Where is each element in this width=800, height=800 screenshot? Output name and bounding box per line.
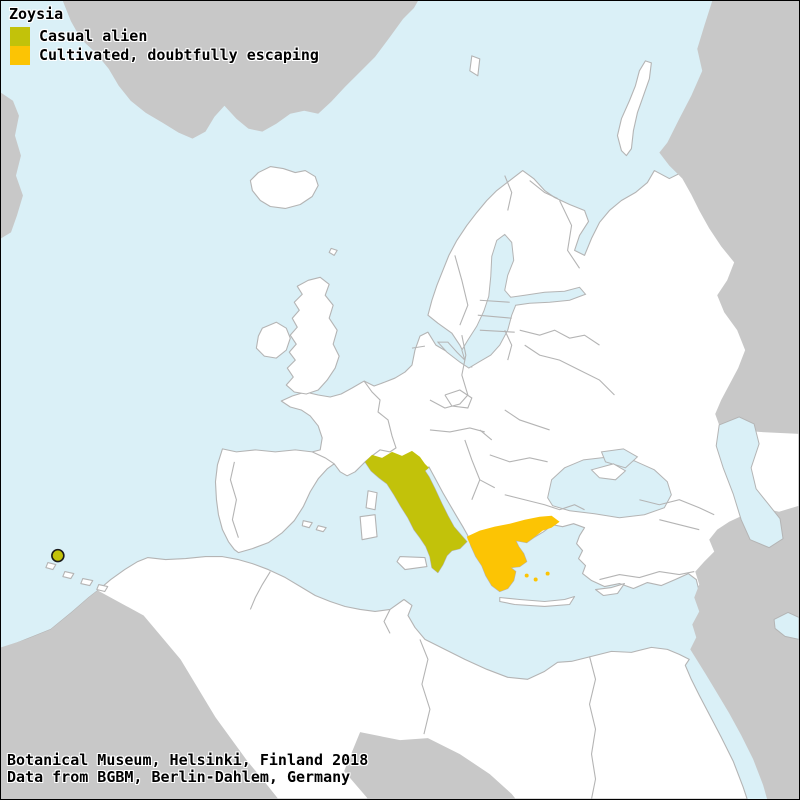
island-faroe bbox=[328, 247, 338, 256]
attribution-line-1: Botanical Museum, Helsinki, Finland 2018 bbox=[7, 751, 369, 769]
island-crete bbox=[499, 595, 576, 608]
island-balearics bbox=[301, 520, 327, 533]
island-corsica bbox=[365, 490, 378, 511]
island-novaya-zemlya bbox=[616, 60, 652, 157]
region-greece-islands-cultivated bbox=[524, 571, 550, 582]
island-sicily bbox=[396, 556, 428, 571]
legend-label-casual-alien: Casual alien bbox=[39, 27, 148, 45]
sea-caspian bbox=[715, 416, 784, 549]
inland-seas bbox=[436, 233, 799, 640]
region-greece-cultivated bbox=[466, 515, 560, 592]
island-iceland bbox=[249, 166, 319, 210]
canary-islands-record-marker bbox=[51, 548, 65, 563]
island-ireland bbox=[255, 321, 291, 359]
land-arabia-middle-east bbox=[690, 505, 799, 799]
peninsula-crimea bbox=[590, 463, 627, 481]
region-italy-casual-alien bbox=[365, 450, 467, 573]
legend-swatch-cultivated bbox=[10, 46, 30, 65]
legend-item-cultivated: Cultivated, doubtfully escaping bbox=[10, 46, 319, 65]
island-sardinia bbox=[359, 514, 378, 541]
land-greenland-east-strip bbox=[1, 92, 23, 239]
sea-azov bbox=[600, 448, 639, 469]
island-great-britain bbox=[285, 276, 340, 395]
sea-baltic bbox=[436, 233, 587, 369]
legend: Casual alien Cultivated, doubtfully esca… bbox=[10, 27, 319, 65]
land-sahara-south bbox=[344, 732, 516, 799]
land-asia-northeast bbox=[659, 1, 799, 434]
island-cyprus bbox=[594, 582, 625, 597]
sea-persian-gulf bbox=[773, 611, 799, 640]
legend-label-cultivated: Cultivated, doubtfully escaping bbox=[39, 46, 319, 64]
attribution: Botanical Museum, Helsinki, Finland 2018… bbox=[7, 752, 368, 786]
land-west-africa bbox=[1, 590, 279, 799]
islands-macaronesia bbox=[45, 562, 109, 593]
legend-swatch-casual-alien bbox=[10, 27, 30, 46]
country-borders bbox=[229, 175, 715, 799]
sea-black bbox=[547, 456, 672, 519]
taxon-title: Zoysia bbox=[9, 5, 64, 23]
land-greenland bbox=[62, 1, 418, 139]
legend-item-casual-alien: Casual alien bbox=[10, 27, 319, 46]
attribution-line-2: Data from BGBM, Berlin-Dahlem, Germany bbox=[7, 768, 351, 786]
island-svalbard bbox=[469, 55, 481, 77]
